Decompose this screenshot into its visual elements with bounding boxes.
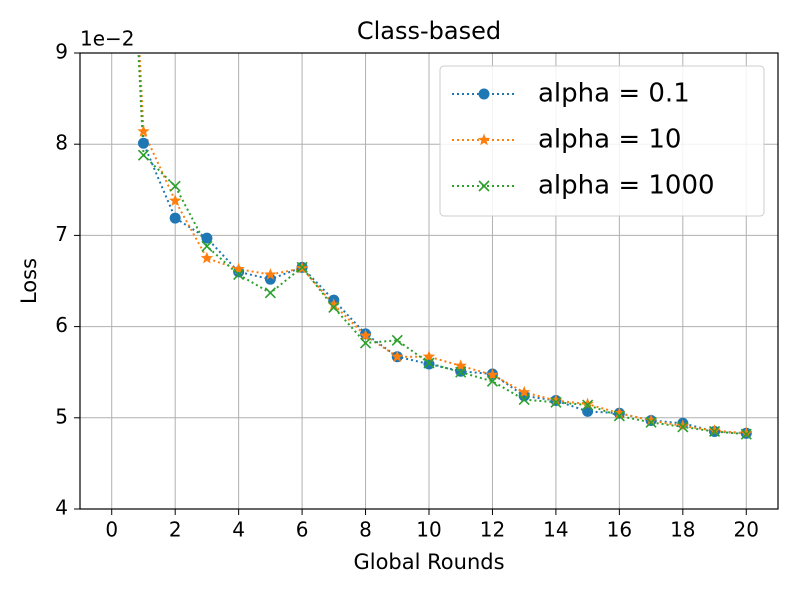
x-tick-label: 16	[607, 518, 632, 542]
data-point	[740, 428, 752, 440]
x-tick-label: 12	[480, 518, 505, 542]
data-point	[169, 212, 181, 224]
data-point	[169, 194, 182, 206]
legend-label: alpha = 1000	[538, 171, 715, 201]
legend-label: alpha = 10	[538, 125, 681, 155]
data-point	[422, 350, 436, 362]
legend: alpha = 0.1 alpha = 10 alpha = 1000	[439, 65, 765, 217]
data-point	[232, 262, 245, 275]
data-point	[391, 334, 403, 346]
data-point	[201, 240, 213, 252]
data-point	[549, 394, 563, 406]
x-tick-label: 4	[232, 518, 245, 542]
data-point	[644, 414, 658, 426]
legend-label: alpha = 0.1	[538, 79, 690, 109]
legend-marker	[478, 88, 490, 100]
y-tick-label: 8	[55, 131, 68, 155]
data-point	[391, 350, 404, 362]
data-point	[137, 124, 150, 137]
data-point	[613, 410, 625, 422]
data-point	[518, 393, 530, 406]
y-tick-label: 6	[55, 313, 68, 337]
y-tick-label: 4	[55, 496, 68, 520]
data-point	[676, 419, 689, 432]
data-point	[328, 301, 340, 314]
data-point	[581, 397, 594, 410]
x-tick-label: 6	[296, 518, 309, 542]
data-point	[137, 137, 149, 149]
y-axis-label: Loss	[17, 258, 41, 304]
data-point	[233, 269, 245, 281]
data-point	[613, 406, 626, 419]
y-tick-label: 5	[55, 404, 68, 428]
data-point	[486, 375, 499, 387]
data-point	[677, 421, 689, 433]
series-line	[138, 53, 747, 435]
series-line	[137, 53, 747, 436]
data-point	[359, 337, 372, 349]
data-point	[455, 366, 467, 378]
data-point	[550, 396, 562, 408]
chart-title: Class-based	[357, 17, 501, 45]
x-tick-label: 2	[169, 518, 182, 542]
legend-marker	[478, 180, 490, 192]
legend-marker	[477, 133, 491, 146]
data-point	[296, 261, 308, 273]
x-axis-label: Global Rounds	[353, 550, 504, 574]
data-point	[264, 268, 277, 280]
data-point	[486, 368, 499, 381]
data-point	[201, 232, 213, 244]
legend-box	[439, 65, 765, 217]
data-point	[200, 251, 214, 264]
y-offset-label: 1e−2	[80, 27, 135, 51]
data-point	[454, 359, 467, 372]
x-tick-label: 0	[105, 518, 118, 542]
data-point	[359, 329, 372, 341]
data-point	[708, 424, 721, 436]
axes: 0 2 4 6 8 10 12 14 16 18 20 4 5 6 7 8 9	[55, 40, 759, 542]
x-tick-label: 8	[359, 518, 372, 542]
y-tick-label: 7	[55, 222, 68, 246]
x-tick-label: 14	[543, 518, 568, 542]
data-point	[518, 390, 530, 402]
plot-area	[137, 53, 753, 440]
data-point	[169, 180, 181, 192]
y-tick-label: 9	[55, 40, 68, 64]
x-tick-label: 18	[670, 518, 695, 542]
data-point	[423, 357, 435, 369]
data-point	[137, 149, 150, 161]
data-point	[327, 298, 340, 310]
data-point	[582, 405, 594, 417]
x-tick-label: 20	[734, 518, 759, 542]
data-point	[518, 385, 531, 398]
data-point	[708, 425, 721, 438]
data-point	[264, 287, 276, 299]
data-point	[740, 426, 753, 439]
x-tick-label: 10	[416, 518, 441, 542]
data-point	[645, 416, 657, 428]
data-point	[582, 399, 594, 411]
